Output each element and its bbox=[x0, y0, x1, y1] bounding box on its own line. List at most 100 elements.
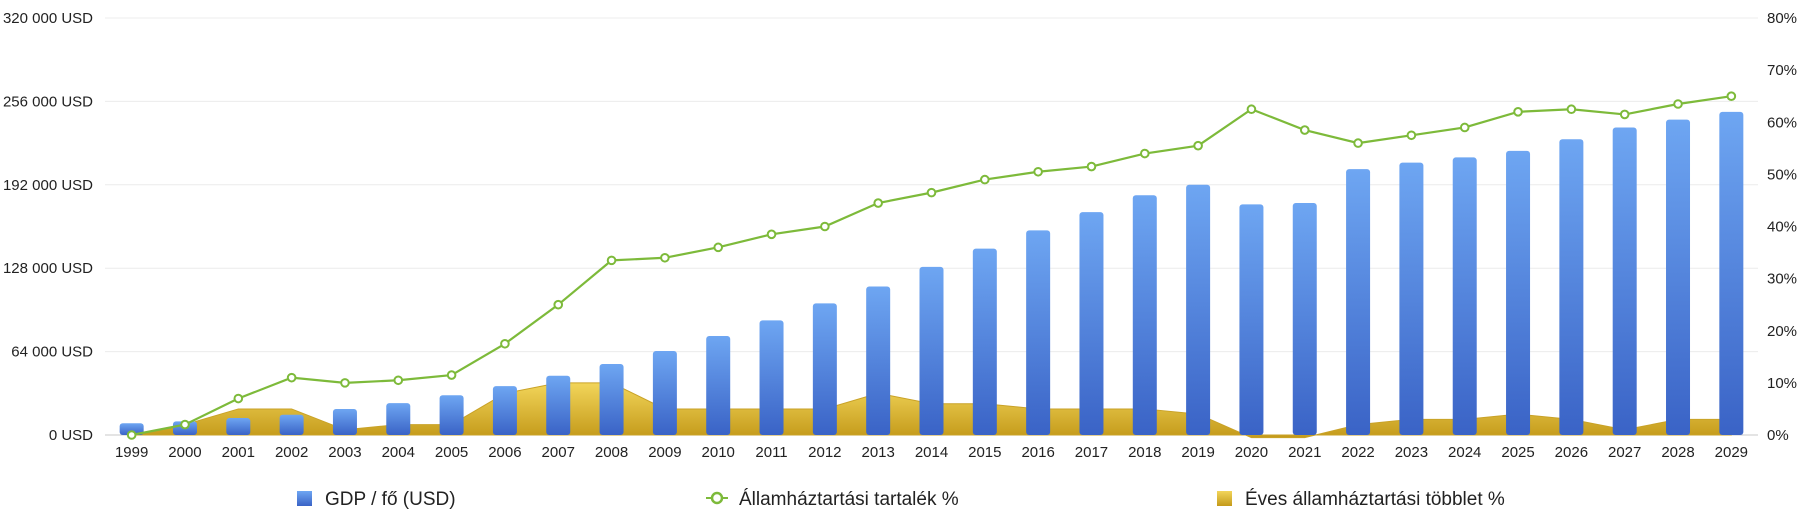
x-axis-tick-label: 2016 bbox=[1021, 444, 1054, 461]
reserve-point bbox=[1406, 130, 1417, 141]
gdp-bar bbox=[972, 248, 997, 435]
x-axis-tick-label: 2012 bbox=[808, 444, 841, 461]
reserve-point bbox=[1459, 122, 1470, 133]
x-axis-tick-label: 2020 bbox=[1235, 444, 1268, 461]
gdp-bar-series bbox=[119, 111, 1744, 436]
gdp-bar bbox=[119, 423, 144, 435]
gdp-bar bbox=[866, 286, 891, 435]
reserve-point bbox=[286, 372, 297, 383]
x-axis-ticks: 1999 2000 2001 2002 2003 2004 2005 2006 2007 2008… bbox=[115, 444, 1748, 461]
left-axis-ticks: 0 USD 64 000 USD 128 000 USD 192 000 USD 256… bbox=[3, 10, 93, 444]
gdp-bar bbox=[759, 320, 784, 435]
x-axis-tick-label: 2027 bbox=[1608, 444, 1641, 461]
reserve-point bbox=[873, 198, 883, 208]
reserve-point bbox=[393, 375, 404, 386]
x-axis-tick-label: 2007 bbox=[542, 444, 575, 461]
legend-item-surplus[interactable]: Éves államháztartási többlet % bbox=[1217, 489, 1505, 510]
x-axis-tick-label: 2017 bbox=[1075, 444, 1108, 461]
gdp-bar bbox=[1452, 157, 1477, 435]
left-axis-tick-label: 192 000 USD bbox=[3, 177, 93, 194]
right-axis-tick-label: 50% bbox=[1767, 166, 1797, 183]
left-axis-tick-label: 320 000 USD bbox=[3, 10, 93, 27]
x-axis-tick-label: 2004 bbox=[382, 444, 415, 461]
gdp-bar bbox=[919, 266, 944, 435]
left-axis-tick-label: 0 USD bbox=[49, 427, 93, 444]
gdp-bar bbox=[332, 408, 357, 435]
right-axis-tick-label: 40% bbox=[1767, 219, 1797, 236]
reserve-point bbox=[1033, 166, 1043, 177]
gdp-bar bbox=[1666, 119, 1691, 436]
x-axis-tick-label: 2010 bbox=[702, 444, 735, 461]
legend-label-gdp: GDP / fő (USD) bbox=[325, 489, 456, 510]
gdp-bar bbox=[1399, 162, 1424, 435]
x-axis-tick-label: 2009 bbox=[648, 444, 681, 461]
gdp-bar bbox=[1559, 139, 1584, 436]
reserve-point bbox=[766, 229, 777, 240]
gdp-bar bbox=[1026, 230, 1051, 435]
right-axis-tick-label: 0% bbox=[1767, 427, 1789, 444]
x-axis-tick-label: 2028 bbox=[1661, 444, 1694, 461]
left-axis-tick-label: 128 000 USD bbox=[3, 260, 93, 277]
reserve-point bbox=[606, 255, 617, 266]
x-axis-tick-label: 2014 bbox=[915, 444, 948, 461]
legend-marker-reserve bbox=[710, 491, 724, 505]
right-axis-tick-label: 10% bbox=[1767, 375, 1797, 392]
legend-item-gdp[interactable]: GDP / fő (USD) bbox=[297, 489, 456, 510]
right-axis-tick-label: 30% bbox=[1767, 271, 1797, 288]
legend-item-reserve[interactable]: Államháztartási tartalék % bbox=[706, 489, 959, 510]
reserve-point bbox=[1139, 148, 1150, 159]
x-axis-tick-label: 2022 bbox=[1341, 444, 1374, 461]
gdp-bar bbox=[1186, 184, 1211, 435]
right-axis-ticks: 0% 10% 20% 30% 40% 50% 60% 70% 80% bbox=[1767, 10, 1797, 444]
x-axis-tick-label: 2018 bbox=[1128, 444, 1161, 461]
left-axis-tick-label: 256 000 USD bbox=[3, 93, 93, 110]
reserve-point bbox=[500, 338, 510, 349]
x-axis-tick-label: 2015 bbox=[968, 444, 1001, 461]
x-axis-tick-label: 2013 bbox=[861, 444, 894, 461]
reserve-point bbox=[1353, 138, 1363, 148]
x-axis-tick-label: 2019 bbox=[1181, 444, 1214, 461]
gdp-bar bbox=[1506, 150, 1531, 435]
legend: GDP / fő (USD) Államháztartási tartalék … bbox=[297, 489, 1505, 510]
x-axis-tick-label: 2025 bbox=[1501, 444, 1534, 461]
right-axis-tick-label: 70% bbox=[1767, 62, 1797, 79]
x-axis-tick-label: 2000 bbox=[168, 444, 201, 461]
x-axis-tick-label: 2002 bbox=[275, 444, 308, 461]
x-axis-tick-label: 2024 bbox=[1448, 444, 1481, 461]
reserve-point bbox=[1673, 99, 1683, 109]
gdp-bar bbox=[226, 418, 251, 435]
legend-swatch-surplus bbox=[1217, 491, 1232, 506]
x-axis-tick-label: 2008 bbox=[595, 444, 628, 461]
x-axis-tick-label: 2023 bbox=[1395, 444, 1428, 461]
reserve-point bbox=[660, 252, 670, 263]
gdp-bar bbox=[492, 386, 517, 435]
gdp-bar bbox=[1719, 111, 1744, 435]
reserve-point bbox=[1513, 107, 1523, 117]
reserve-point bbox=[1299, 125, 1310, 135]
reserve-point bbox=[980, 174, 990, 185]
gdp-bar bbox=[1132, 195, 1157, 435]
x-axis-tick-label: 2021 bbox=[1288, 444, 1321, 461]
x-axis-tick-label: 2001 bbox=[222, 444, 255, 461]
gdp-bar bbox=[1612, 127, 1637, 436]
reserve-point bbox=[1246, 104, 1257, 115]
x-axis-tick-label: 2029 bbox=[1715, 444, 1748, 461]
gdp-bar bbox=[652, 350, 677, 435]
x-axis-tick-label: 2026 bbox=[1555, 444, 1588, 461]
reserve-point bbox=[1619, 109, 1630, 120]
legend-swatch-gdp bbox=[297, 491, 312, 506]
gdp-bar bbox=[1079, 212, 1104, 435]
gdp-bar bbox=[706, 335, 731, 435]
gdp-bar bbox=[439, 395, 464, 435]
x-axis-tick-label: 2011 bbox=[755, 444, 787, 461]
right-axis-tick-label: 60% bbox=[1767, 114, 1797, 131]
reserve-point bbox=[713, 242, 724, 253]
legend-label-reserve: Államháztartási tartalék % bbox=[739, 489, 959, 510]
reserve-point bbox=[1726, 91, 1737, 101]
legend-label-surplus: Éves államháztartási többlet % bbox=[1245, 489, 1505, 510]
reserve-point bbox=[446, 370, 457, 380]
reserve-line-series bbox=[126, 91, 1737, 440]
x-axis-tick-label: 2006 bbox=[488, 444, 521, 461]
gdp-bar bbox=[546, 375, 571, 435]
